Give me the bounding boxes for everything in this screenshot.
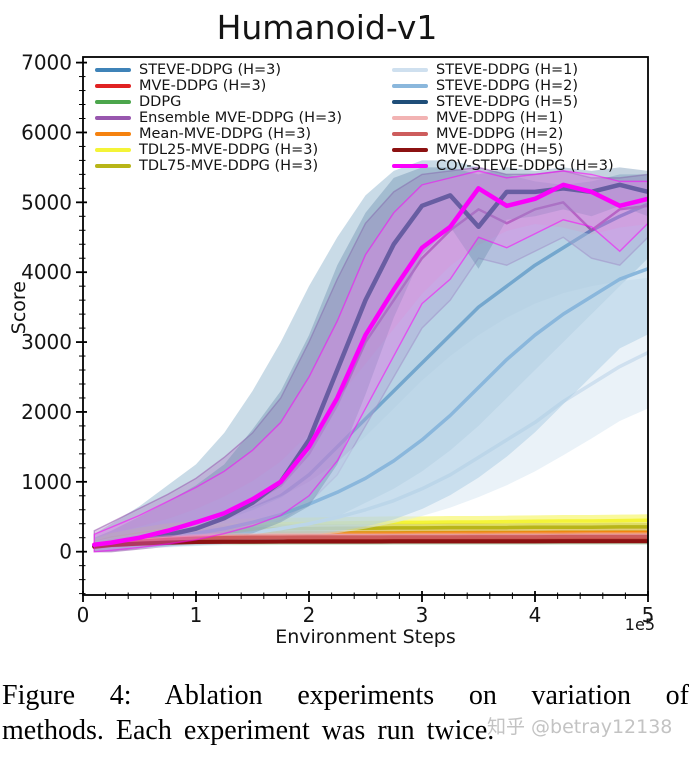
legend-item: MVE-DDPG (H=2) bbox=[392, 126, 614, 142]
series-band-steve_h5 bbox=[94, 167, 648, 552]
legend-item: COV-STEVE-DDPG (H=3) bbox=[392, 158, 614, 174]
x-tick-label: 2 bbox=[303, 603, 316, 627]
legend-label: STEVE-DDPG (H=2) bbox=[436, 78, 579, 94]
y-tick-label: 3000 bbox=[21, 330, 72, 354]
legend-label: TDL75-MVE-DDPG (H=3) bbox=[139, 158, 319, 174]
legend: STEVE-DDPG (H=3) MVE-DDPG (H=3) DDPG Ensemb… bbox=[95, 62, 614, 174]
legend-swatch bbox=[95, 131, 131, 137]
y-tick-label: 1000 bbox=[21, 470, 72, 494]
legend-label: DDPG bbox=[139, 94, 182, 110]
legend-swatch bbox=[95, 163, 131, 169]
legend-label: STEVE-DDPG (H=5) bbox=[436, 94, 579, 110]
y-tick-label: 5000 bbox=[21, 190, 72, 214]
legend-swatch bbox=[392, 83, 428, 89]
series-band-cov_steve_h3 bbox=[93, 170, 648, 553]
axis-tick-labels: 0 1 2 3 4 5 0 1000 2000 3000 4000 5000 6000 7000 bbox=[21, 51, 654, 627]
legend-label: MVE-DDPG (H=2) bbox=[436, 126, 564, 142]
legend-swatch bbox=[95, 83, 131, 89]
legend-item: TDL75-MVE-DDPG (H=3) bbox=[95, 158, 392, 174]
legend-label: MVE-DDPG (H=3) bbox=[139, 78, 267, 94]
x-tick-label: 5 bbox=[642, 603, 655, 627]
plot-area: 0 1 2 3 4 5 0 1000 2000 3000 4000 5000 6000 7000 bbox=[21, 51, 654, 627]
legend-item: MVE-DDPG (H=5) bbox=[392, 142, 614, 158]
series-band-steve_h2 bbox=[94, 223, 648, 551]
legend-item: STEVE-DDPG (H=3) bbox=[95, 62, 392, 78]
y-tick-label: 6000 bbox=[21, 120, 72, 144]
series-line-mve_h2 bbox=[92, 534, 648, 548]
legend-item: Ensemble MVE-DDPG (H=3) bbox=[95, 110, 392, 126]
legend-item: STEVE-DDPG (H=5) bbox=[392, 94, 614, 110]
x-tick-label: 1 bbox=[190, 603, 203, 627]
legend-swatch bbox=[392, 131, 428, 137]
legend-label: MVE-DDPG (H=5) bbox=[436, 142, 564, 158]
x-tick-label: 4 bbox=[529, 603, 542, 627]
y-tick-label: 7000 bbox=[21, 51, 72, 75]
legend-item: STEVE-DDPG (H=2) bbox=[392, 78, 614, 94]
y-tick-label: 0 bbox=[59, 540, 72, 564]
legend-swatch bbox=[95, 67, 131, 73]
legend-label: STEVE-DDPG (H=1) bbox=[436, 62, 579, 78]
legend-item: Mean-MVE-DDPG (H=3) bbox=[95, 126, 392, 142]
legend-label: MVE-DDPG (H=1) bbox=[436, 110, 564, 126]
legend-item: MVE-DDPG (H=3) bbox=[95, 78, 392, 94]
legend-item: TDL25-MVE-DDPG (H=3) bbox=[95, 142, 392, 158]
legend-label: TDL25-MVE-DDPG (H=3) bbox=[139, 142, 319, 158]
legend-swatch bbox=[392, 99, 428, 105]
legend-item: MVE-DDPG (H=1) bbox=[392, 110, 614, 126]
legend-label: Ensemble MVE-DDPG (H=3) bbox=[139, 110, 343, 126]
legend-swatch bbox=[95, 147, 131, 153]
y-tick-label: 4000 bbox=[21, 260, 72, 284]
x-axis-label: Environment Steps bbox=[275, 626, 456, 648]
axis-ticks bbox=[76, 61, 649, 602]
legend-item: STEVE-DDPG (H=1) bbox=[392, 62, 614, 78]
legend-label: STEVE-DDPG (H=3) bbox=[139, 62, 282, 78]
y-axis-label: Score bbox=[8, 281, 30, 335]
legend-column-1: STEVE-DDPG (H=1) STEVE-DDPG (H=2) STEVE-DD… bbox=[392, 62, 614, 174]
axes-frame bbox=[82, 56, 649, 596]
plot-series bbox=[92, 160, 648, 553]
series-line-cov_steve_h3 bbox=[92, 182, 648, 547]
legend-item: DDPG bbox=[95, 94, 392, 110]
legend-label: COV-STEVE-DDPG (H=3) bbox=[436, 158, 614, 174]
x-axis-offset-label: 1e5 bbox=[624, 615, 655, 634]
legend-swatch bbox=[392, 163, 428, 169]
legend-swatch bbox=[392, 67, 428, 73]
chart-title: Humanoid-v1 bbox=[216, 8, 438, 47]
x-tick-label: 3 bbox=[416, 603, 429, 627]
legend-swatch bbox=[95, 115, 131, 121]
legend-swatch bbox=[95, 99, 131, 105]
figure-caption: Figure 4: Ablation experiments on variat… bbox=[2, 678, 689, 748]
x-tick-label: 0 bbox=[77, 603, 90, 627]
y-tick-label: 2000 bbox=[21, 400, 72, 424]
legend-swatch bbox=[392, 147, 428, 153]
legend-label: Mean-MVE-DDPG (H=3) bbox=[139, 126, 312, 142]
watermark: 知乎 @betray12138 bbox=[487, 716, 673, 738]
caption-line-1: Figure 4: Ablation experiments on variat… bbox=[2, 680, 689, 711]
legend-column-0: STEVE-DDPG (H=3) MVE-DDPG (H=3) DDPG Ensemb… bbox=[95, 62, 392, 174]
legend-swatch bbox=[392, 115, 428, 121]
caption-line-2: methods. Each experiment was run twice. bbox=[2, 715, 495, 746]
